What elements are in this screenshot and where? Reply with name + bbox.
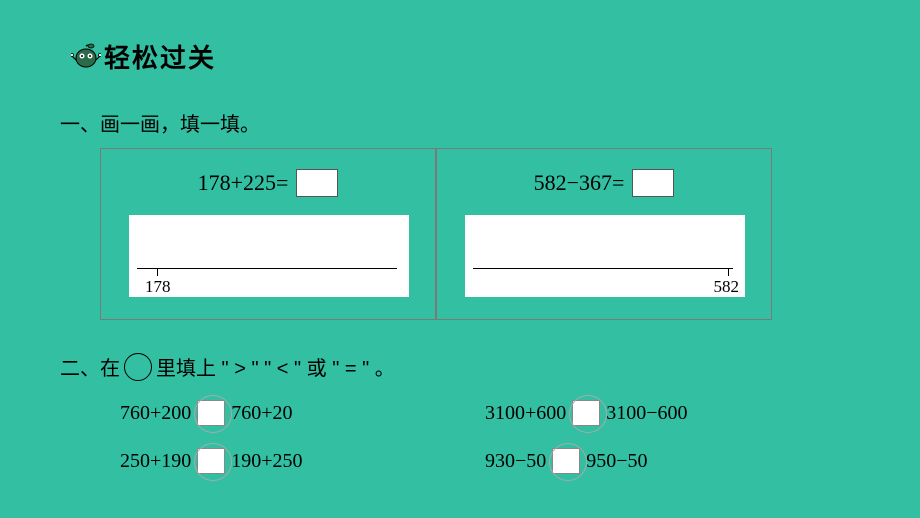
equation-1: 178+225=: [119, 169, 417, 197]
section1-label: 一、画一画，填一填。: [60, 108, 260, 137]
compare-right-3: 190+250: [231, 450, 302, 473]
compare-right-4: 950−50: [586, 450, 647, 473]
compare-box-1[interactable]: [197, 400, 225, 426]
compare-left-4: 930−50: [485, 450, 546, 473]
comparison-item-1: 760+200 760+20: [120, 400, 485, 426]
exercise-box-1: 178+225= 178: [100, 148, 436, 320]
compare-right-1: 760+20: [231, 402, 292, 425]
chart-area-1: 178: [129, 215, 409, 297]
section2-label: 二、在 里填上 " > " " < " 或 " = " 。: [60, 352, 395, 381]
answer-box-1[interactable]: [296, 169, 338, 197]
header: 轻松过关: [70, 38, 216, 75]
compare-left-2: 3100+600: [485, 402, 566, 425]
equation-text-1: 178+225=: [198, 170, 289, 196]
number-line-1: [137, 268, 397, 269]
tick-1: [157, 268, 158, 276]
equation-text-2: 582−367=: [534, 170, 625, 196]
answer-box-2[interactable]: [632, 169, 674, 197]
comparison-item-4: 930−50 950−50: [485, 448, 840, 474]
section2-prefix: 二、在: [60, 352, 120, 381]
tick-label-2: 582: [714, 277, 740, 297]
compare-left-3: 250+190: [120, 450, 191, 473]
compare-right-2: 3100−600: [606, 402, 687, 425]
equation-2: 582−367=: [455, 169, 753, 197]
exercise-box-2: 582−367= 582: [436, 148, 772, 320]
chart-area-2: 582: [465, 215, 745, 297]
compare-box-2[interactable]: [572, 400, 600, 426]
tick-2: [728, 268, 729, 276]
section2-suffix: 里填上 " > " " < " 或 " = " 。: [156, 352, 395, 381]
header-title: 轻松过关: [104, 38, 216, 75]
tick-label-1: 178: [145, 277, 171, 297]
compare-left-1: 760+200: [120, 402, 191, 425]
comparison-row-1: 760+200 760+20 3100+600 3100−600: [120, 400, 840, 426]
comparison-item-2: 3100+600 3100−600: [485, 400, 840, 426]
comparison-item-3: 250+190 190+250: [120, 448, 485, 474]
mascot-icon: [70, 41, 102, 73]
comparison-grid: 760+200 760+20 3100+600 3100−600 250+190…: [120, 400, 840, 496]
exercise-container: 178+225= 178 582−367= 582: [100, 148, 772, 320]
compare-box-4[interactable]: [552, 448, 580, 474]
number-line-2: [473, 268, 733, 269]
compare-box-3[interactable]: [197, 448, 225, 474]
blank-circle-icon: [124, 353, 152, 381]
comparison-row-2: 250+190 190+250 930−50 950−50: [120, 448, 840, 474]
